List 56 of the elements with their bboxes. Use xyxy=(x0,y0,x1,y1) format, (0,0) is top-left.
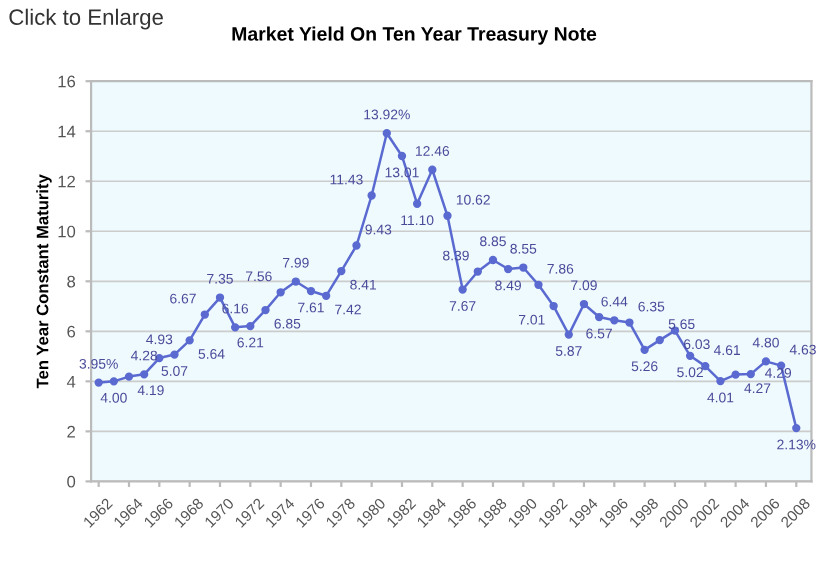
point xyxy=(185,336,194,345)
point xyxy=(397,151,407,161)
point xyxy=(382,129,391,138)
point xyxy=(685,351,695,360)
point xyxy=(246,321,255,331)
point xyxy=(109,377,118,386)
point xyxy=(215,293,225,302)
point xyxy=(594,312,604,322)
y-tick-label: 10 xyxy=(58,225,76,238)
point xyxy=(94,378,103,387)
point xyxy=(261,305,270,315)
point xyxy=(291,277,300,286)
point xyxy=(792,423,801,433)
point xyxy=(367,191,376,200)
point xyxy=(306,286,316,296)
point xyxy=(276,288,285,297)
point xyxy=(761,357,771,366)
point xyxy=(746,369,755,379)
y-tick-label: 8 xyxy=(67,275,76,288)
y-tick-label: 12 xyxy=(58,175,75,188)
point xyxy=(458,285,467,294)
point xyxy=(321,291,331,300)
chart-title: Market Yield On Ten Year Treasury Note xyxy=(232,26,597,45)
point xyxy=(412,199,422,208)
y-tick-label: 14 xyxy=(58,125,76,138)
y-tick-label: 6 xyxy=(67,325,76,338)
point xyxy=(200,310,209,319)
point xyxy=(579,299,589,309)
point xyxy=(610,316,619,325)
point xyxy=(428,165,437,174)
point xyxy=(716,376,725,386)
point xyxy=(337,266,346,276)
point xyxy=(534,280,543,289)
y-tick-label: 2 xyxy=(67,425,75,438)
y-axis-title: Ten Year Constant Maturity xyxy=(36,174,52,389)
point xyxy=(352,241,361,250)
point xyxy=(564,330,573,339)
point xyxy=(230,323,240,332)
y-tick-label: 4 xyxy=(66,375,76,388)
y-tick-label: 0 xyxy=(67,475,76,488)
point xyxy=(443,211,452,220)
point xyxy=(503,264,513,274)
text: Click to Enlarge xyxy=(9,8,163,30)
point xyxy=(549,301,558,311)
point xyxy=(139,370,149,379)
point xyxy=(488,255,498,265)
point xyxy=(124,372,134,381)
point xyxy=(640,345,649,354)
point xyxy=(625,318,634,327)
point xyxy=(170,350,179,359)
point xyxy=(519,263,528,272)
point xyxy=(473,267,482,276)
point xyxy=(731,370,740,379)
point xyxy=(701,361,710,371)
y-tick-label: 16 xyxy=(58,75,76,88)
point xyxy=(655,335,664,345)
